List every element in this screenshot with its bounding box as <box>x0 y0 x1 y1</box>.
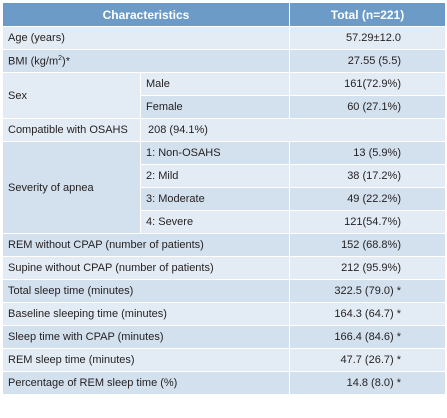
row-value: 164.3 (64.7) * <box>289 302 446 326</box>
row-value: 161(72.9%) <box>289 72 446 96</box>
row-value: 13 (5.9%) <box>289 141 446 165</box>
row-label: Supine without CPAP (number of patients) <box>2 256 290 280</box>
row-label: Baseline sleeping time (minutes) <box>2 302 290 326</box>
table-row: 4: Severe 121(54.7%) <box>3 210 446 234</box>
bmi-label-superscript: 2 <box>58 54 63 62</box>
row-value: 47.7 (26.7) * <box>289 348 446 372</box>
row-label: Age (years) <box>2 26 290 50</box>
row-value: 57.29±12.0 <box>289 26 446 50</box>
sub-label: 2: Mild <box>140 164 290 188</box>
sub-label: Female <box>140 95 290 119</box>
table-row: Baseline sleeping time (minutes) 164.3 (… <box>2 302 446 326</box>
bmi-label-main: BMI (kg/m <box>8 55 59 68</box>
sub-label: 4: Severe <box>140 210 290 234</box>
table-row: Compatible with OSAHS 208 (94.1%) <box>2 118 446 142</box>
table-row: Supine without CPAP (number of patients)… <box>2 256 446 280</box>
table-row: Percentage of REM sleep time (%) 14.8 (8… <box>2 371 446 395</box>
row-label: Total sleep time (minutes) <box>2 279 290 303</box>
row-value: 121(54.7%) <box>289 210 446 234</box>
row-value: 166.4 (84.6) * <box>289 325 446 349</box>
row-value: 14.8 (8.0) * <box>289 371 446 395</box>
bmi-label-end: )* <box>62 55 70 68</box>
table-row: Total sleep time (minutes) 322.5 (79.0) … <box>2 279 446 303</box>
row-label: Percentage of REM sleep time (%) <box>2 371 290 395</box>
row-label: REM without CPAP (number of patients) <box>2 233 290 257</box>
table-row: REM sleep time (minutes) 47.7 (26.7) * <box>2 348 446 372</box>
row-value: 322.5 (79.0) * <box>289 279 446 303</box>
table-row: Sex Male 161(72.9%) <box>2 72 446 119</box>
row-label: Compatible with OSAHS <box>2 118 141 142</box>
table-row: Female 60 (27.1%) <box>3 95 446 119</box>
row-label: Sleep time with CPAP (minutes) <box>2 325 290 349</box>
table-row: BMI (kg/m2)* 27.55 (5.5) <box>2 49 446 73</box>
row-value: 152 (68.8%) <box>289 233 446 257</box>
row-value: 27.55 (5.5) <box>289 49 446 73</box>
header-row: Characteristics Total (n=221) <box>2 2 446 27</box>
header-characteristics: Characteristics <box>2 2 290 27</box>
row-value: 38 (17.2%) <box>289 164 446 188</box>
group-label-sex: Sex <box>2 72 141 119</box>
table-row: 3: Moderate 49 (22.2%) <box>3 187 446 211</box>
characteristics-table: Characteristics Total (n=221) Age (years… <box>2 2 446 395</box>
row-label: REM sleep time (minutes) <box>2 348 290 372</box>
sub-label: 3: Moderate <box>140 187 290 211</box>
sub-label: 1: Non-OSAHS <box>140 141 290 165</box>
table-row: 2: Mild 38 (17.2%) <box>3 164 446 188</box>
row-value: 60 (27.1%) <box>289 95 446 119</box>
row-value: 49 (22.2%) <box>289 187 446 211</box>
table-row: Sleep time with CPAP (minutes) 166.4 (84… <box>2 325 446 349</box>
group-label-severity: Severity of apnea <box>2 141 141 234</box>
sub-label: Male <box>140 72 290 96</box>
table-row: REM without CPAP (number of patients) 15… <box>2 233 446 257</box>
header-total: Total (n=221) <box>289 2 446 27</box>
row-value: 212 (95.9%) <box>289 256 446 280</box>
table-row: Age (years) 57.29±12.0 <box>2 26 446 50</box>
row-value: 208 (94.1%) <box>140 118 446 142</box>
row-label: BMI (kg/m2)* <box>2 49 290 73</box>
table-row: Severity of apnea 1: Non-OSAHS 13 (5.9%) <box>2 141 446 234</box>
